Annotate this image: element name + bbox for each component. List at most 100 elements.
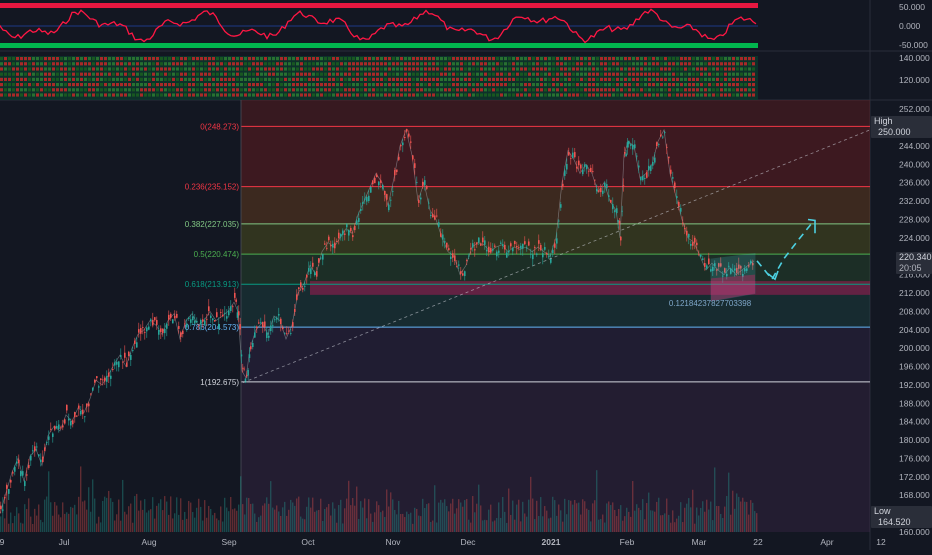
candle-body bbox=[56, 426, 58, 429]
candle-body bbox=[684, 227, 686, 230]
candle-body bbox=[366, 196, 368, 202]
price-series bbox=[0, 128, 755, 514]
indicator-cell bbox=[220, 93, 223, 97]
candle-body bbox=[628, 140, 630, 145]
indicator-cell bbox=[4, 93, 7, 97]
volume-bar bbox=[598, 519, 600, 532]
indicator-cell bbox=[656, 93, 659, 97]
indicator-cell bbox=[616, 93, 619, 97]
indicator-cell bbox=[68, 88, 71, 92]
volume-bar bbox=[542, 516, 544, 532]
candle-body bbox=[462, 273, 464, 276]
indicator-cell bbox=[316, 72, 319, 76]
indicator-cell bbox=[108, 67, 111, 71]
candle-body bbox=[408, 133, 410, 137]
indicator-cell bbox=[396, 57, 399, 61]
indicator-cell bbox=[728, 62, 731, 66]
indicator-cell bbox=[96, 77, 99, 81]
indicator-cell bbox=[160, 93, 163, 97]
indicator-cell bbox=[96, 57, 99, 61]
indicator-cell bbox=[528, 93, 531, 97]
indicator-cell bbox=[356, 77, 359, 81]
indicator-cell bbox=[244, 67, 247, 71]
indicator-cell bbox=[132, 88, 135, 92]
volume-bar bbox=[152, 497, 154, 532]
candle-body bbox=[118, 361, 120, 368]
indicator-cell bbox=[72, 88, 75, 92]
indicator-cell bbox=[640, 83, 643, 87]
volume-bar bbox=[158, 503, 160, 532]
indicator-cell bbox=[516, 57, 519, 61]
candle-body bbox=[68, 418, 70, 421]
indicator-cell bbox=[232, 62, 235, 66]
indicator-cell bbox=[540, 72, 543, 76]
indicator-cell bbox=[704, 67, 707, 71]
candle-body bbox=[730, 268, 732, 274]
volume-bar bbox=[496, 518, 498, 532]
volume-bar bbox=[506, 522, 508, 532]
volume-bar bbox=[64, 513, 66, 532]
indicator-cell bbox=[436, 67, 439, 71]
volume-bar bbox=[256, 521, 258, 532]
indicator-cell bbox=[328, 62, 331, 66]
indicator-cell bbox=[448, 93, 451, 97]
indicator-cell bbox=[92, 77, 95, 81]
indicator-cell bbox=[664, 72, 667, 76]
indicator-cell bbox=[48, 62, 51, 66]
indicator-cell bbox=[516, 83, 519, 87]
indicator-cell bbox=[252, 88, 255, 92]
indicator-cell bbox=[664, 67, 667, 71]
volume-bar bbox=[300, 516, 302, 532]
indicator-cell bbox=[448, 77, 451, 81]
volume-bar bbox=[316, 510, 318, 532]
indicator-cell bbox=[32, 57, 35, 61]
candle-body bbox=[538, 240, 540, 244]
indicator-cell bbox=[508, 72, 511, 76]
indicator-cell bbox=[360, 77, 363, 81]
indicator-cell bbox=[240, 72, 243, 76]
indicator-cell bbox=[320, 93, 323, 97]
indicator-cell bbox=[344, 67, 347, 71]
candle-body bbox=[10, 480, 12, 483]
indicator-cell bbox=[452, 88, 455, 92]
indicator-cell bbox=[176, 72, 179, 76]
volume-bar bbox=[700, 507, 702, 532]
indicator-cell bbox=[332, 77, 335, 81]
indicator-cell bbox=[628, 62, 631, 66]
indicator-cell bbox=[484, 83, 487, 87]
volume-bar bbox=[54, 502, 56, 532]
volume-bar bbox=[204, 500, 206, 532]
candle-body bbox=[442, 234, 444, 240]
candle-body bbox=[532, 254, 534, 260]
indicator-cell bbox=[660, 93, 663, 97]
indicator-cell bbox=[140, 83, 143, 87]
indicator-cell bbox=[732, 62, 735, 66]
indicator-cell bbox=[340, 72, 343, 76]
volume-bar bbox=[6, 482, 8, 532]
indicator-cell bbox=[720, 72, 723, 76]
indicator-cell bbox=[424, 77, 427, 81]
indicator-cell bbox=[324, 83, 327, 87]
candle-body bbox=[612, 204, 614, 210]
indicator-cell bbox=[364, 62, 367, 66]
indicator-cell bbox=[276, 62, 279, 66]
indicator-cell bbox=[632, 77, 635, 81]
indicator-cell bbox=[352, 67, 355, 71]
indicator-cell bbox=[120, 57, 123, 61]
candle-body bbox=[380, 180, 382, 183]
indicator-cell bbox=[448, 67, 451, 71]
candle-body bbox=[332, 243, 334, 248]
indicator-cell bbox=[744, 67, 747, 71]
indicator-cell bbox=[88, 83, 91, 87]
indicator-cell bbox=[248, 72, 251, 76]
indicator-cell bbox=[268, 83, 271, 87]
indicator-cell bbox=[424, 67, 427, 71]
candle-body bbox=[344, 233, 346, 235]
indicator-cell bbox=[572, 72, 575, 76]
indicator-cell bbox=[480, 67, 483, 71]
indicator-cell bbox=[744, 72, 747, 76]
indicator-cell bbox=[280, 57, 283, 61]
volume-bar bbox=[696, 507, 698, 532]
